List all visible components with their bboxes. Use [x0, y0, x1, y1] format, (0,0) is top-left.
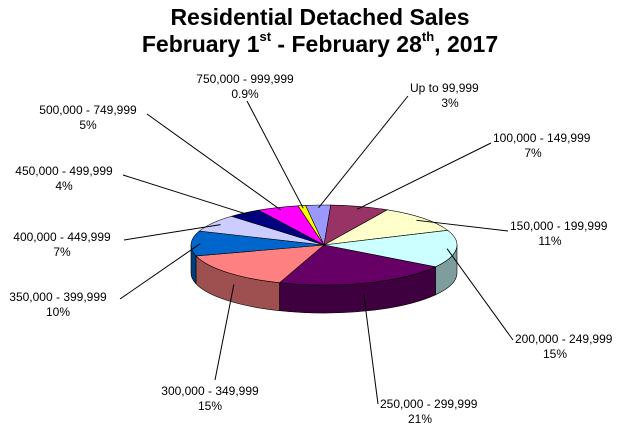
slice-label-200-000-249-999: 200,000 - 249,999	[515, 332, 613, 346]
slice-percent-300-000-349-999: 15%	[198, 399, 222, 413]
leader-lines	[119, 95, 514, 405]
slice-label-450-000-499-999: 450,000 - 499,999	[15, 164, 113, 178]
subtitle-part-a: February 1	[141, 31, 260, 57]
slice-percent-350-000-399-999: 10%	[46, 305, 70, 319]
subtitle-sup-th: th	[421, 29, 435, 45]
leader-250-000-299-999	[363, 294, 379, 405]
slice-percent-250-000-299-999: 21%	[408, 412, 432, 426]
slice-label-250-000-299-999: 250,000 - 299,999	[380, 397, 478, 411]
slice-label-up-to-99-999: Up to 99,999	[410, 81, 479, 95]
slice-percent-200-000-249-999: 15%	[543, 347, 567, 361]
slice-label-350-000-399-999: 350,000 - 399,999	[9, 290, 107, 304]
slice-250-000-299-999	[278, 244, 437, 286]
slice-350-000-399-999	[190, 230, 325, 257]
leader-150-000-199-999	[416, 219, 509, 232]
leader-400-000-449-999	[123, 224, 221, 241]
subtitle-part-b: - February 28	[271, 31, 422, 57]
slice-label-400-000-449-999: 400,000 - 449,999	[13, 230, 111, 244]
slice-label-100-000-149-999: 100,000 - 149,999	[493, 131, 591, 145]
leader-350-000-399-999	[119, 243, 201, 300]
pie-tops	[190, 204, 458, 286]
leader-100-000-149-999	[357, 142, 492, 210]
leader-750-000-999-999	[246, 100, 304, 209]
leader-200-000-249-999	[446, 248, 514, 341]
subtitle-sup-st: st	[259, 29, 272, 45]
subtitle-part-c: , 2017	[434, 31, 499, 57]
chart-subtitle: February 1st - February 28th, 2017	[0, 29, 640, 58]
slice-percent-500-000-749-999: 5%	[79, 118, 97, 132]
slice-percent-750-000-999-999: 0.9%	[231, 87, 259, 101]
slice-percent-150-000-199-999: 11%	[538, 234, 561, 248]
leader-300-000-349-999	[214, 284, 235, 381]
slice-percent-100-000-149-999: 7%	[524, 146, 542, 160]
slice-percent-up-to-99-999: 3%	[441, 96, 459, 110]
pie-sides	[190, 244, 458, 314]
slice-label-150-000-199-999: 150,000 - 199,999	[510, 219, 608, 233]
slice-label-500-000-749-999: 500,000 - 749,999	[39, 103, 137, 117]
chart-title: Residential Detached Sales	[170, 4, 470, 30]
leader-500-000-749-999	[146, 113, 282, 211]
slice-150-000-199-999	[323, 209, 449, 246]
slice-label-750-000-999-999: 750,000 - 999,999	[196, 72, 294, 86]
slice-label-300-000-349-999: 300,000 - 349,999	[161, 384, 259, 398]
slice-300-000-349-999	[195, 244, 325, 284]
slice-percent-450-000-499-999: 4%	[55, 179, 73, 193]
slice-percent-400-000-449-999: 7%	[53, 245, 71, 259]
leader-up-to-99-999	[318, 95, 409, 209]
slice-200-000-249-999	[323, 229, 458, 268]
leader-450-000-499-999	[122, 174, 251, 216]
